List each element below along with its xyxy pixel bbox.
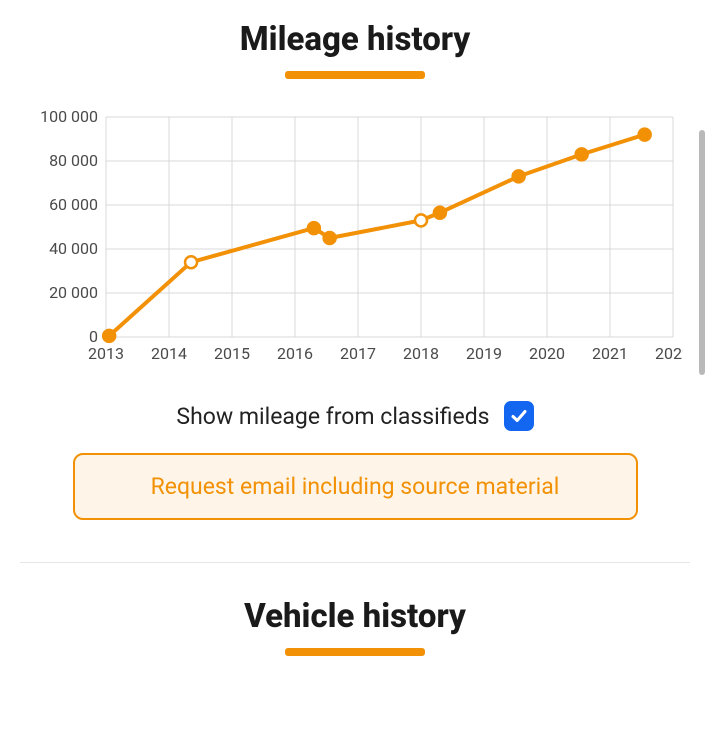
svg-text:100 000: 100 000 <box>40 107 98 126</box>
scrollbar-thumb[interactable] <box>699 130 705 375</box>
svg-text:60 000: 60 000 <box>49 195 98 214</box>
mileage-chart: 020 00040 00060 00080 000100 00020132014… <box>28 107 683 387</box>
vehicle-history-title: Vehicle history <box>20 563 690 636</box>
svg-text:2022: 2022 <box>655 344 683 363</box>
svg-text:2019: 2019 <box>466 344 502 363</box>
mileage-chart-svg: 020 00040 00060 00080 000100 00020132014… <box>28 107 683 372</box>
svg-text:2020: 2020 <box>529 344 565 363</box>
svg-text:2014: 2014 <box>151 344 187 363</box>
svg-text:2018: 2018 <box>403 344 439 363</box>
classifieds-toggle-checkbox[interactable] <box>504 401 534 431</box>
vehicle-title-underline <box>285 648 425 656</box>
request-email-button[interactable]: Request email including source material <box>73 453 638 520</box>
classifieds-toggle-label: Show mileage from classifieds <box>176 403 489 430</box>
svg-text:2016: 2016 <box>277 344 313 363</box>
svg-text:2015: 2015 <box>214 344 250 363</box>
mileage-title-underline <box>285 71 425 79</box>
svg-text:2013: 2013 <box>88 344 124 363</box>
svg-text:40 000: 40 000 <box>49 239 98 258</box>
svg-text:80 000: 80 000 <box>49 151 98 170</box>
checkmark-icon <box>509 406 529 426</box>
svg-text:20 000: 20 000 <box>49 283 98 302</box>
svg-text:2021: 2021 <box>592 344 628 363</box>
svg-text:2017: 2017 <box>340 344 376 363</box>
mileage-history-title: Mileage history <box>20 0 690 59</box>
